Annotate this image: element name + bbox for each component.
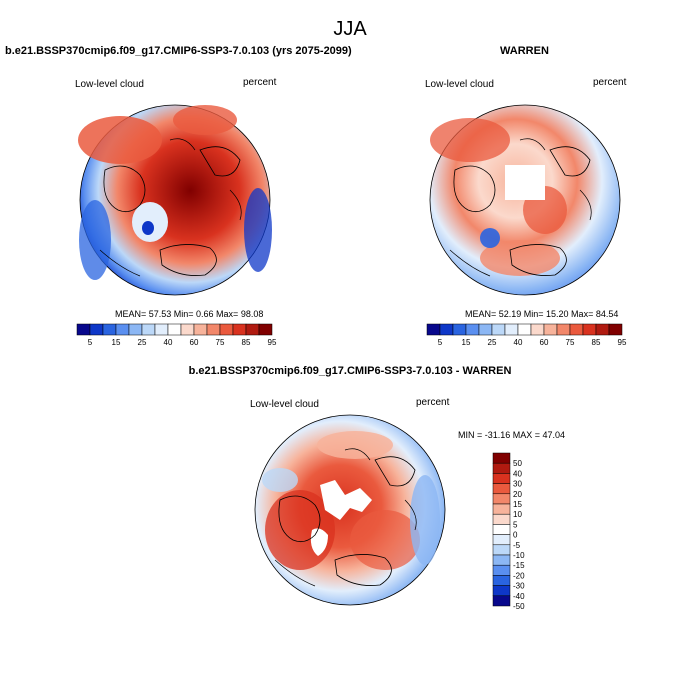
panel3-colorbar-swatch <box>492 595 511 607</box>
panel2-colorbar-swatch <box>582 323 597 336</box>
panel3-colorbar-tick-label: 30 <box>513 480 522 489</box>
panel2-colorbar-swatch <box>556 323 571 336</box>
panel2-colorbar-swatch <box>530 323 545 336</box>
panel1-colorbar-swatch <box>167 323 182 336</box>
panel1-colorbar-tick-label: 95 <box>268 338 277 347</box>
panel1-colorbar-swatch <box>141 323 156 336</box>
panel1-colorbar-swatch <box>232 323 247 336</box>
panel2-colorbar-tick-label: 95 <box>618 338 627 347</box>
panel3-colorbar-swatch <box>492 473 511 484</box>
panel2-colorbar-swatch <box>491 323 506 336</box>
panel3-units-label: percent <box>416 397 450 408</box>
panel2-colorbar-ticks: 5 15 25 40 60 75 85 95 <box>438 338 627 347</box>
panel1-colorbar-tick-label: 40 <box>164 338 173 347</box>
panel1-colorbar-swatch <box>115 323 130 336</box>
panel3-colorbar <box>492 452 511 607</box>
panel1-colorbar-swatch <box>89 323 104 336</box>
panel3-colorbar-swatch <box>492 462 511 474</box>
panel2-colorbar-swatch <box>452 323 467 336</box>
panel1-colorbar-swatch <box>206 323 221 336</box>
panel2-colorbar-swatch <box>595 323 610 336</box>
panel3-colorbar-tick-label: -30 <box>513 582 525 591</box>
panel1-colorbar-swatch <box>180 323 195 336</box>
panel2-colorbar-swatch <box>465 323 480 336</box>
panel3-colorbar-swatch <box>492 493 511 505</box>
panel1-colorbar-swatch <box>245 323 260 336</box>
panel2-colorbar-tick-label: 25 <box>488 338 497 347</box>
panel2-colorbar-swatch <box>517 323 532 336</box>
panel3-colorbar-tick-label: -40 <box>513 592 525 601</box>
figure-title: JJA <box>333 18 367 40</box>
panel1-stats: MEAN= 57.53 Min= 0.66 Max= 98.08 <box>115 309 264 319</box>
panel1-colorbar-tick-label: 15 <box>112 338 121 347</box>
panel3-colorbar-swatch <box>492 544 511 556</box>
panel2-colorbar-tick-label: 5 <box>438 338 443 347</box>
panel3-colorbar-swatch <box>492 575 511 586</box>
panel3-variable-label: Low-level cloud <box>250 399 319 410</box>
panel1-colorbar-swatch <box>154 323 169 336</box>
panel1-colorbar <box>76 323 273 336</box>
panel3-colorbar-tick-label: 5 <box>513 520 518 529</box>
panel1-colorbar-swatch <box>76 323 91 336</box>
panel2-colorbar-tick-label: 40 <box>514 338 523 347</box>
panel3-colorbar-swatch <box>492 534 511 546</box>
panel2-colorbar-tick-label: 15 <box>462 338 471 347</box>
panel3-colorbar-tick-label: 10 <box>513 510 522 519</box>
panel1-title: b.e21.BSSP370cmip6.f09_g17.CMIP6-SSP3-7.… <box>5 45 352 57</box>
panel2-colorbar <box>426 323 623 336</box>
panel1-colorbar-swatch <box>219 323 234 336</box>
panel2-colorbar-swatch <box>439 323 454 336</box>
panel1-colorbar-tick-label: 85 <box>242 338 251 347</box>
panel2-units-label: percent <box>593 77 627 88</box>
panel2-colorbar-tick-label: 60 <box>540 338 549 347</box>
panel2-colorbar-tick-label: 85 <box>592 338 601 347</box>
panel2-colorbar-tick-label: 75 <box>566 338 575 347</box>
panel1-colorbar-tick-label: 60 <box>190 338 199 347</box>
panel2-stats: MEAN= 52.19 Min= 15.20 Max= 84.54 <box>465 309 619 319</box>
panel1-colorbar-tick-label: 5 <box>88 338 93 347</box>
panel3-polar-map <box>254 414 446 606</box>
panel3-colorbar-tick-label: -5 <box>513 541 521 550</box>
panel1-colorbar-tick-label: 25 <box>138 338 147 347</box>
panel3-title: b.e21.BSSP370cmip6.f09_g17.CMIP6-SSP3-7.… <box>188 365 512 377</box>
panel2-variable-label: Low-level cloud <box>425 79 494 90</box>
panel2-colorbar-swatch <box>504 323 519 336</box>
panel3-colorbar-swatch <box>492 483 511 495</box>
panel1-units-label: percent <box>243 77 277 88</box>
panel2-colorbar-swatch <box>608 323 623 336</box>
panel2-colorbar-swatch <box>543 323 558 336</box>
panel2-colorbar-swatch <box>478 323 493 336</box>
panel3-colorbar-swatch <box>492 585 511 597</box>
panel1-colorbar-ticks: 5 15 25 40 60 75 85 95 <box>88 338 277 347</box>
panel3-colorbar-tick-label: -10 <box>513 551 525 560</box>
panel2-colorbar-swatch <box>426 323 441 336</box>
panel3-colorbar-swatch <box>492 513 511 525</box>
panel3-colorbar-tick-label: -50 <box>513 602 525 611</box>
panel3-colorbar-tick-label: 50 <box>513 459 522 468</box>
panel2-colorbar-swatch <box>569 323 584 336</box>
panel3-colorbar-tick-label: -20 <box>513 571 525 580</box>
panel3-colorbar-swatch <box>492 554 511 566</box>
panel1-colorbar-tick-label: 75 <box>216 338 225 347</box>
panel3-colorbar-swatch <box>492 503 511 515</box>
panel3-colorbar-swatch <box>492 564 511 576</box>
panel1-colorbar-swatch <box>193 323 208 336</box>
panel3-colorbar-tick-label: -15 <box>513 561 525 570</box>
panel3-colorbar-swatch <box>492 452 511 464</box>
panel3-stats: MIN = -31.16 MAX = 47.04 <box>458 430 566 440</box>
panel2-title: WARREN <box>500 45 549 57</box>
panel3-colorbar-tick-label: 0 <box>513 531 518 540</box>
panel1-colorbar-swatch <box>102 323 117 336</box>
panel3-colorbar-swatch <box>492 524 511 535</box>
panel2-polar-map <box>429 104 621 296</box>
panel1-polar-map <box>78 104 272 296</box>
panel1-colorbar-swatch <box>128 323 143 336</box>
panel3-colorbar-tick-label: 20 <box>513 490 522 499</box>
panel3-colorbar-tick-label: 15 <box>513 500 522 509</box>
panel1-colorbar-swatch <box>258 323 273 336</box>
panel3-colorbar-tick-label: 40 <box>513 469 522 478</box>
panel1-variable-label: Low-level cloud <box>75 79 144 90</box>
